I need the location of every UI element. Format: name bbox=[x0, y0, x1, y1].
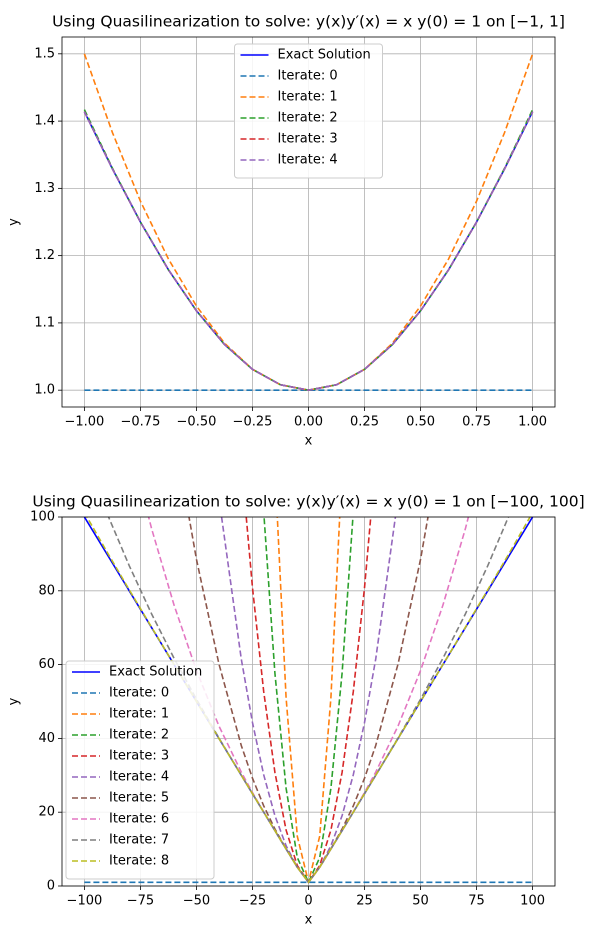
x-tick-label: 0.75 bbox=[462, 415, 491, 430]
legend-label: Exact Solution bbox=[278, 48, 371, 63]
x-tick-label: 0.00 bbox=[294, 415, 323, 430]
legend-label: Iterate: 4 bbox=[109, 770, 169, 785]
legend-label: Iterate: 3 bbox=[278, 132, 338, 147]
y-tick-label: 100 bbox=[30, 510, 55, 525]
x-tick-label: −0.50 bbox=[177, 415, 217, 430]
y-axis-label: y bbox=[7, 218, 22, 226]
series-line bbox=[147, 517, 470, 884]
legend-label: Iterate: 0 bbox=[109, 686, 169, 701]
series-line bbox=[83, 111, 534, 391]
legend-label: Iterate: 2 bbox=[109, 728, 169, 743]
legend-box bbox=[65, 660, 215, 880]
x-tick-label: 0.25 bbox=[350, 415, 379, 430]
y-tick-label: 1.3 bbox=[34, 181, 55, 196]
x-axis-label: x bbox=[305, 434, 313, 449]
legend-label: Iterate: 6 bbox=[109, 812, 169, 827]
x-axis-label: x bbox=[305, 913, 313, 928]
y-axis-label: y bbox=[7, 697, 22, 705]
legend-label: Iterate: 1 bbox=[278, 90, 338, 105]
x-tick-label: −0.75 bbox=[121, 415, 161, 430]
y-tick-label: 0 bbox=[47, 879, 55, 894]
legend-label: Iterate: 8 bbox=[109, 854, 169, 869]
legend-label: Iterate: 3 bbox=[109, 749, 169, 764]
legend-label: Iterate: 4 bbox=[278, 153, 338, 168]
chart-title: Using Quasilinearization to solve: y(x)y… bbox=[32, 493, 584, 511]
y-tick-label: 1.0 bbox=[34, 383, 55, 398]
subplot: Using Quasilinearization to solve: y(x)y… bbox=[7, 13, 565, 449]
plot-frame bbox=[61, 516, 556, 887]
legend-label: Iterate: 0 bbox=[278, 69, 338, 84]
y-tick-label: 1.4 bbox=[34, 114, 55, 129]
legend-label: Iterate: 5 bbox=[109, 791, 169, 806]
x-tick-label: 0.50 bbox=[406, 415, 435, 430]
y-tick-label: 40 bbox=[38, 731, 55, 746]
x-tick-label: −0.25 bbox=[233, 415, 273, 430]
series-line bbox=[83, 53, 534, 391]
subplot: Using Quasilinearization to solve: y(x)y… bbox=[7, 493, 585, 928]
x-tick-label: 100 bbox=[520, 894, 545, 909]
legend-label: Exact Solution bbox=[109, 665, 202, 680]
x-tick-label: −25 bbox=[239, 894, 266, 909]
legend-label: Iterate: 7 bbox=[109, 833, 169, 848]
x-tick-label: 1.00 bbox=[518, 415, 547, 430]
x-tick-label: 75 bbox=[468, 894, 485, 909]
x-tick-label: −75 bbox=[127, 894, 154, 909]
y-tick-label: 1.1 bbox=[34, 315, 55, 330]
legend-label: Iterate: 1 bbox=[109, 707, 169, 722]
y-tick-label: 1.5 bbox=[34, 46, 55, 61]
y-tick-label: 80 bbox=[38, 583, 55, 598]
x-tick-label: 0 bbox=[304, 894, 312, 909]
x-tick-label: 50 bbox=[412, 894, 429, 909]
plot-frame bbox=[61, 36, 556, 408]
x-tick-label: 25 bbox=[356, 894, 373, 909]
legend-label: Iterate: 2 bbox=[278, 111, 338, 126]
y-tick-label: 60 bbox=[38, 657, 55, 672]
x-tick-label: −1.00 bbox=[64, 415, 104, 430]
y-tick-label: 20 bbox=[38, 805, 55, 820]
chart-title: Using Quasilinearization to solve: y(x)y… bbox=[52, 13, 565, 31]
x-tick-label: −100 bbox=[67, 894, 103, 909]
legend-box bbox=[234, 43, 383, 179]
y-tick-label: 1.2 bbox=[34, 248, 55, 263]
x-tick-label: −50 bbox=[183, 894, 210, 909]
